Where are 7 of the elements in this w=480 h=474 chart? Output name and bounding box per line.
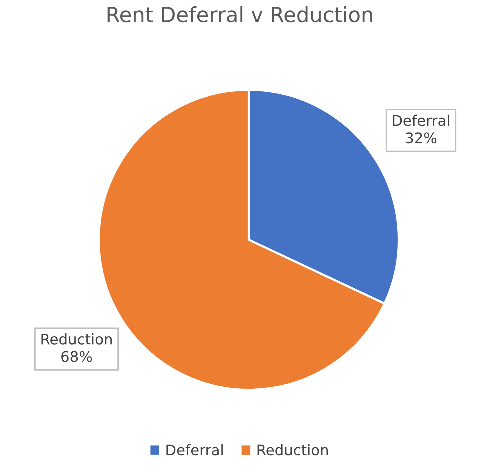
legend-label: Reduction — [258, 444, 328, 456]
data-label: 68% — [62, 351, 92, 362]
legend-label: Deferral — [166, 444, 223, 456]
slice-label: Deferral — [393, 114, 450, 126]
chart-title: Rent Deferral v Reduction — [108, 6, 372, 23]
data-label: 32% — [406, 132, 437, 144]
slice-label: Reduction — [42, 334, 112, 345]
